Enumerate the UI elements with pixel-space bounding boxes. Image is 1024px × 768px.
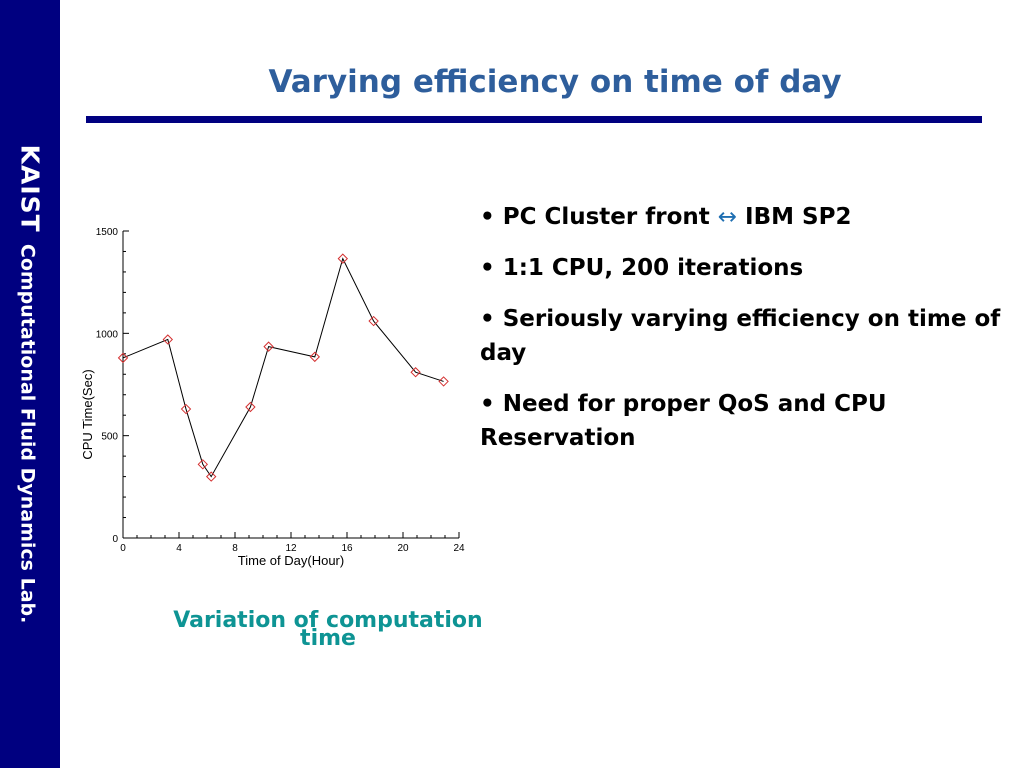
bullet-item: • Seriously varying efficiency on time o…	[480, 306, 1001, 366]
bullet-text: 1:1 CPU, 200 iterations	[502, 255, 804, 281]
bidirectional-arrow-icon: ↔	[717, 204, 738, 230]
x-tick-label: 24	[453, 543, 465, 554]
chart-axes	[122, 231, 459, 539]
data-point-marker	[162, 334, 174, 345]
bullet-item: • 1:1 CPU, 200 iterations	[480, 255, 804, 281]
x-ticks: 0 4 8 12 16 20 24	[120, 532, 465, 554]
sidebar-label: KAIST Computational Fluid Dynamics Lab.	[16, 145, 45, 624]
data-point-marker	[245, 401, 256, 413]
sidebar-org: KAIST	[15, 144, 45, 233]
x-tick-label: 0	[120, 543, 126, 554]
x-tick-label: 16	[341, 543, 353, 554]
y-axis-label: CPU Time(Sec)	[80, 369, 95, 459]
bullet-text: IBM SP2	[737, 204, 852, 230]
data-point-marker	[197, 459, 209, 470]
data-point-marker	[337, 253, 349, 264]
series-markers	[117, 253, 449, 482]
data-point-marker	[117, 352, 129, 364]
y-tick-label: 0	[112, 534, 118, 545]
bullet-text: Need for proper QoS and CPU Reservation	[480, 391, 887, 451]
cpu-time-chart: 0 500 1000 1500 0 4 8 12 16 20 24 Time of Day(Hou…	[80, 227, 465, 568]
x-axis-label: Time of Day(Hour)	[238, 553, 344, 568]
bullet-text: Seriously varying efficiency on time of …	[480, 306, 1001, 366]
bullet-list: • PC Cluster front ↔ IBM SP2 • 1:1 CPU, …	[480, 200, 1010, 472]
sidebar: KAIST Computational Fluid Dynamics Lab.	[0, 0, 60, 768]
title-rule	[86, 116, 982, 123]
y-tick-label: 1500	[96, 227, 119, 238]
x-tick-label: 20	[397, 543, 409, 554]
data-point-marker	[205, 471, 217, 482]
bullet-text: PC Cluster front	[502, 204, 718, 230]
chart-caption: Variation of computation time	[173, 608, 483, 651]
slide-title: Varying efficiency on time of day	[268, 64, 842, 100]
x-tick-label: 4	[176, 543, 182, 554]
data-point-marker	[410, 367, 421, 378]
sidebar-lab: Computational Fluid Dynamics Lab.	[16, 243, 39, 624]
y-tick-label: 500	[101, 432, 118, 443]
data-point-marker	[438, 376, 449, 387]
y-tick-label: 1000	[96, 329, 119, 340]
x-tick-label: 8	[232, 543, 238, 554]
y-ticks: 0 500 1000 1500	[96, 227, 129, 545]
bullet-item: • Need for proper QoS and CPU Reservatio…	[480, 391, 887, 451]
x-tick-label: 12	[285, 543, 297, 554]
data-point-marker	[180, 403, 192, 415]
data-point-marker	[263, 341, 274, 352]
bullet-item: • PC Cluster front ↔ IBM SP2	[480, 204, 852, 230]
data-point-marker	[309, 351, 321, 363]
series-line	[122, 257, 444, 478]
data-point-marker	[368, 315, 379, 327]
